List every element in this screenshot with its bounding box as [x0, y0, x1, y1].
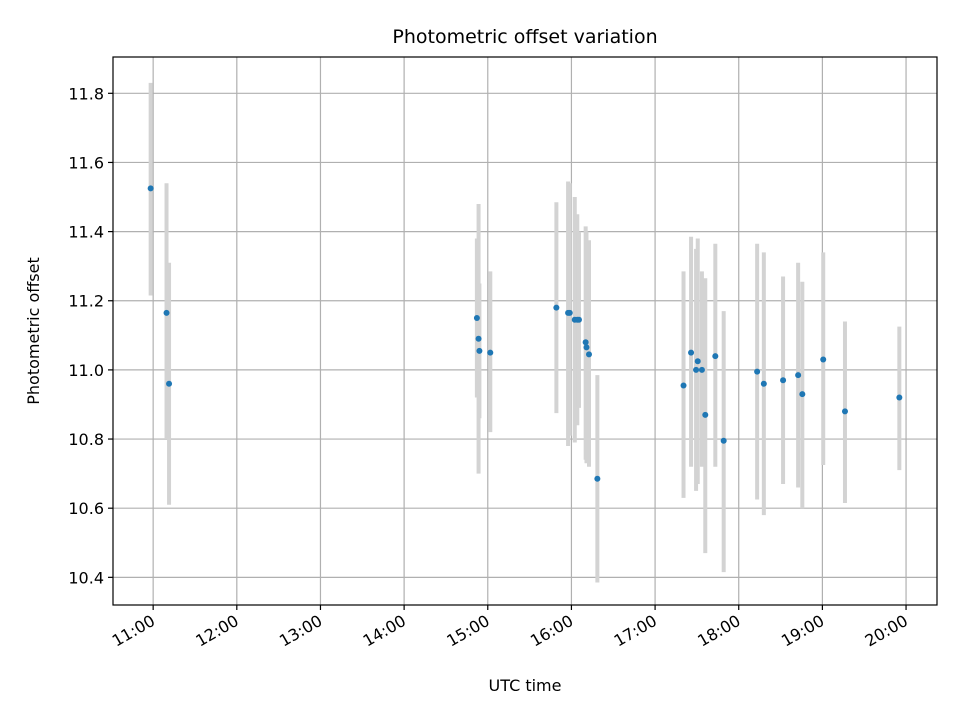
- y-tick-label: 11.6: [68, 153, 104, 172]
- y-tick-label: 11.8: [68, 84, 104, 103]
- data-point: [553, 304, 560, 311]
- data-point: [487, 349, 494, 356]
- data-point: [760, 380, 767, 387]
- grid: [113, 57, 937, 605]
- chart-title: Photometric offset variation: [392, 26, 657, 48]
- data-point: [693, 366, 700, 373]
- x-axis: 11:00 12:00 13:00 14:00 15:00 16:00 17:00 18:00…: [109, 605, 911, 651]
- data-point: [688, 349, 695, 356]
- x-tick-label: 11:00: [109, 611, 158, 651]
- data-point: [694, 358, 701, 365]
- y-tick-label: 11.4: [68, 223, 104, 242]
- data-point: [754, 368, 761, 375]
- y-tick-label: 10.6: [68, 499, 104, 518]
- x-tick-label: 13:00: [276, 611, 325, 651]
- data-point: [841, 408, 848, 415]
- data-point: [680, 382, 687, 389]
- x-tick-label: 20:00: [862, 611, 911, 651]
- data-point: [163, 309, 170, 316]
- y-axis: 10.4 10.6 10.8 11.0 11.2 11.4 11.6 11.8: [68, 84, 113, 587]
- data-point: [585, 351, 592, 358]
- plot-frame: [112, 56, 938, 606]
- data-point: [795, 372, 802, 379]
- x-tick-label: 16:00: [527, 611, 576, 651]
- y-tick-label: 10.4: [68, 568, 104, 587]
- x-tick-label: 15:00: [443, 611, 492, 651]
- data-point: [582, 339, 589, 346]
- data-point: [566, 309, 573, 316]
- x-tick-label: 17:00: [611, 611, 660, 651]
- x-tick-label: 12:00: [192, 611, 241, 651]
- y-tick-label: 11.0: [68, 361, 104, 380]
- errorbars: [148, 82, 902, 583]
- y-tick-label: 11.2: [68, 292, 104, 311]
- y-axis-title: Photometric offset: [24, 257, 43, 405]
- x-tick-label: 18:00: [694, 611, 743, 651]
- data-point: [820, 356, 827, 363]
- data-point: [712, 353, 719, 360]
- x-tick-label: 19:00: [778, 611, 827, 651]
- data-point: [799, 391, 806, 398]
- data-point: [147, 185, 154, 192]
- x-axis-title: UTC time: [489, 676, 562, 695]
- data-point: [575, 316, 582, 323]
- data-point: [476, 347, 483, 354]
- data-point: [166, 380, 173, 387]
- data-point: [583, 344, 590, 351]
- data-point: [594, 475, 601, 482]
- data-point: [896, 394, 903, 401]
- data-point: [702, 411, 709, 418]
- data-points: [147, 185, 903, 482]
- y-tick-label: 10.8: [68, 430, 104, 449]
- data-point: [475, 335, 482, 342]
- data-point: [473, 315, 480, 322]
- data-point: [780, 377, 787, 384]
- data-point: [720, 437, 727, 444]
- data-point: [698, 366, 705, 373]
- x-tick-label: 14:00: [360, 611, 409, 651]
